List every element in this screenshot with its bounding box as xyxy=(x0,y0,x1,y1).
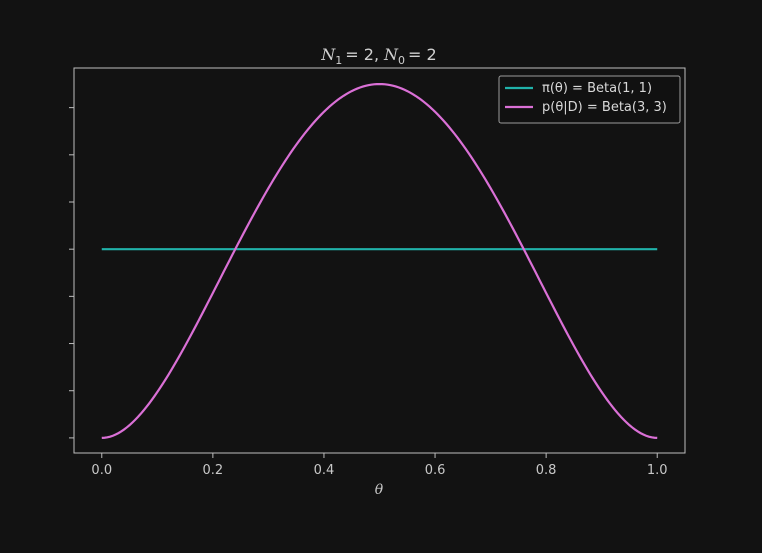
legend-label-prior: π(θ) = Beta(1, 1) xyxy=(542,81,652,96)
title-n1-symbol: N xyxy=(320,45,336,64)
series-layer xyxy=(101,82,658,439)
plot-area-frame xyxy=(73,67,686,454)
series-posterior-line xyxy=(101,82,658,439)
x-axis-ticks: 0.0 0.2 0.4 0.6 0.8 1.0 xyxy=(91,453,668,478)
title-n0-sub: 0 xyxy=(398,54,405,67)
x-tick-label: 0.8 xyxy=(536,463,557,478)
x-tick-label: 0.0 xyxy=(91,463,112,478)
x-axis-label: θ xyxy=(375,482,384,498)
x-tick-label: 0.6 xyxy=(425,463,446,478)
x-tick-label: 0.4 xyxy=(314,463,335,478)
legend-box xyxy=(498,75,681,124)
title-n0-symbol: N xyxy=(383,45,399,64)
title-n0-value: = 2 xyxy=(408,45,437,64)
chart-title: N1 = 2, N0 = 2 xyxy=(320,45,436,67)
y-axis-ticks xyxy=(69,107,74,439)
legend: π(θ) = Beta(1, 1) p(θ|D) = Beta(3, 3) xyxy=(498,75,681,124)
x-tick-label: 0.2 xyxy=(203,463,224,478)
title-n1-sub: 1 xyxy=(335,54,342,67)
x-tick-label: 1.0 xyxy=(647,463,668,478)
title-n1-value: = 2, xyxy=(345,45,379,64)
legend-label-posterior: p(θ|D) = Beta(3, 3) xyxy=(542,100,667,115)
